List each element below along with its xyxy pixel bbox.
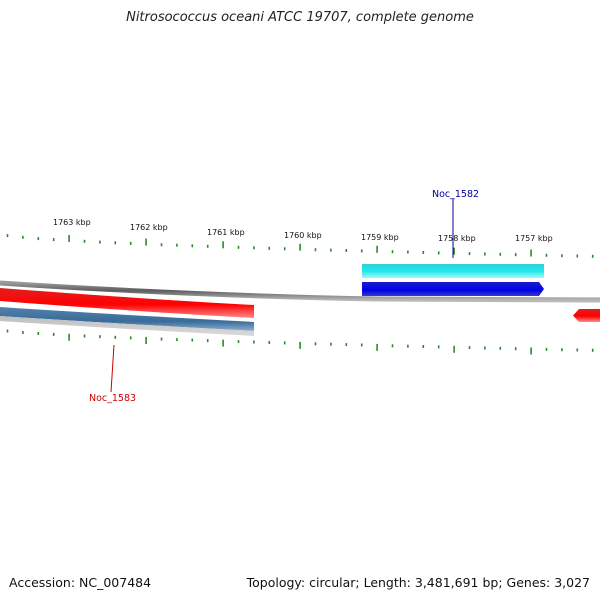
cds-feature-noc-1582[interactable] xyxy=(362,264,544,278)
kbp-label: 1757 kbp xyxy=(515,234,553,243)
gene-label-line xyxy=(110,344,115,393)
gene-feature-noc-1583[interactable] xyxy=(0,307,254,331)
accession-text: Accession: NC_007484 xyxy=(9,575,152,590)
gene-feature-noc-1582[interactable] xyxy=(362,282,544,296)
kbp-label: 1759 kbp xyxy=(361,233,399,242)
genome-backbone xyxy=(0,280,600,303)
kbp-label: 1760 kbp xyxy=(284,231,322,240)
cds-feature-adjacent[interactable] xyxy=(573,309,600,322)
kbp-label: 1763 kbp xyxy=(53,218,91,227)
kbp-label: 1758 kbp xyxy=(438,234,476,243)
gene-feature-shadow xyxy=(0,316,254,336)
kbp-label: 1761 kbp xyxy=(207,228,245,237)
gene-label-noc-1583[interactable]: Noc_1583 xyxy=(89,393,136,404)
lower-tick-ruler xyxy=(6,329,594,355)
genome-summary-text: Topology: circular; Length: 3,481,691 bp… xyxy=(246,575,590,590)
genome-title: Nitrosococcus oceani ATCC 19707, complet… xyxy=(126,10,474,25)
kbp-label: 1762 kbp xyxy=(130,223,168,232)
gene-label-noc-1582[interactable]: Noc_1582 xyxy=(432,189,479,200)
upper-tick-ruler xyxy=(6,234,594,258)
cds-feature-noc-1583[interactable] xyxy=(0,288,254,318)
